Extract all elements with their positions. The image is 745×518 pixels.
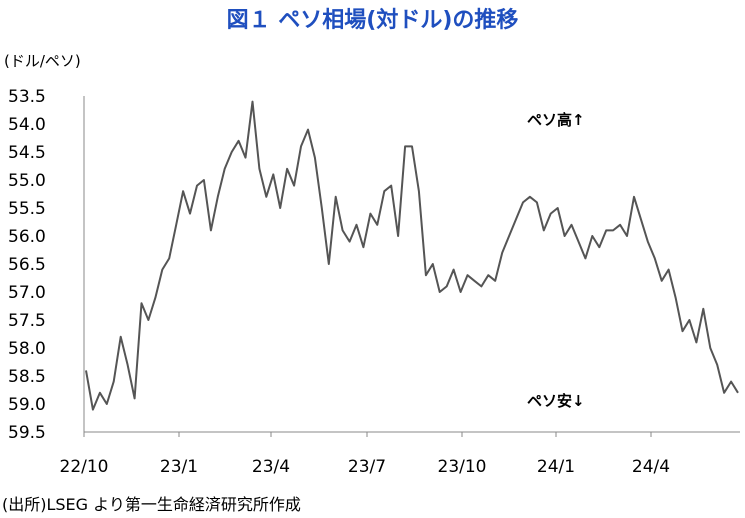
peso-weak-annotation: ペソ安↓ [527, 392, 585, 410]
y-tick-label: 59.5 [8, 423, 46, 443]
y-tick-label: 55.5 [8, 199, 46, 219]
x-tick-label: 24/4 [632, 457, 670, 477]
x-tick-label: 23/10 [438, 457, 487, 477]
y-tick-label: 53.5 [8, 87, 46, 107]
x-tick-labels: 22/10 23/1 23/4 23/7 23/10 24/1 24/4 [60, 457, 671, 477]
y-axis-label: (ドル/ペソ) [4, 52, 81, 70]
y-tick-label: 57.0 [8, 283, 46, 303]
y-tick-label: 54.5 [8, 143, 46, 163]
y-tick-label: 54.0 [8, 115, 46, 135]
x-tick-label: 22/10 [60, 457, 109, 477]
y-tick-label: 56.0 [8, 227, 46, 247]
y-tick-labels: 53.5 54.0 54.5 55.0 55.5 56.0 56.5 57.0 57.5 58.0… [8, 87, 46, 443]
y-tick-label: 57.5 [8, 311, 46, 331]
peso-rate-line [85, 100, 739, 411]
x-tick-label: 23/4 [252, 457, 290, 477]
x-tick-label: 23/1 [160, 457, 198, 477]
y-tick-label: 55.0 [8, 171, 46, 191]
x-tick-label: 24/1 [537, 457, 575, 477]
x-tick-marks [83, 432, 652, 437]
x-tick-label: 23/7 [348, 457, 386, 477]
y-tick-label: 58.5 [8, 367, 46, 387]
y-tick-label: 56.5 [8, 255, 46, 275]
peso-strong-annotation: ペソ高↑ [527, 111, 585, 129]
source-note: (出所)LSEG より第一生命経済研究所作成 [2, 495, 301, 514]
y-tick-label: 59.0 [8, 395, 46, 415]
y-tick-label: 58.0 [8, 339, 46, 359]
chart-title: 図１ ペソ相場(対ドル)の推移 [226, 8, 519, 33]
